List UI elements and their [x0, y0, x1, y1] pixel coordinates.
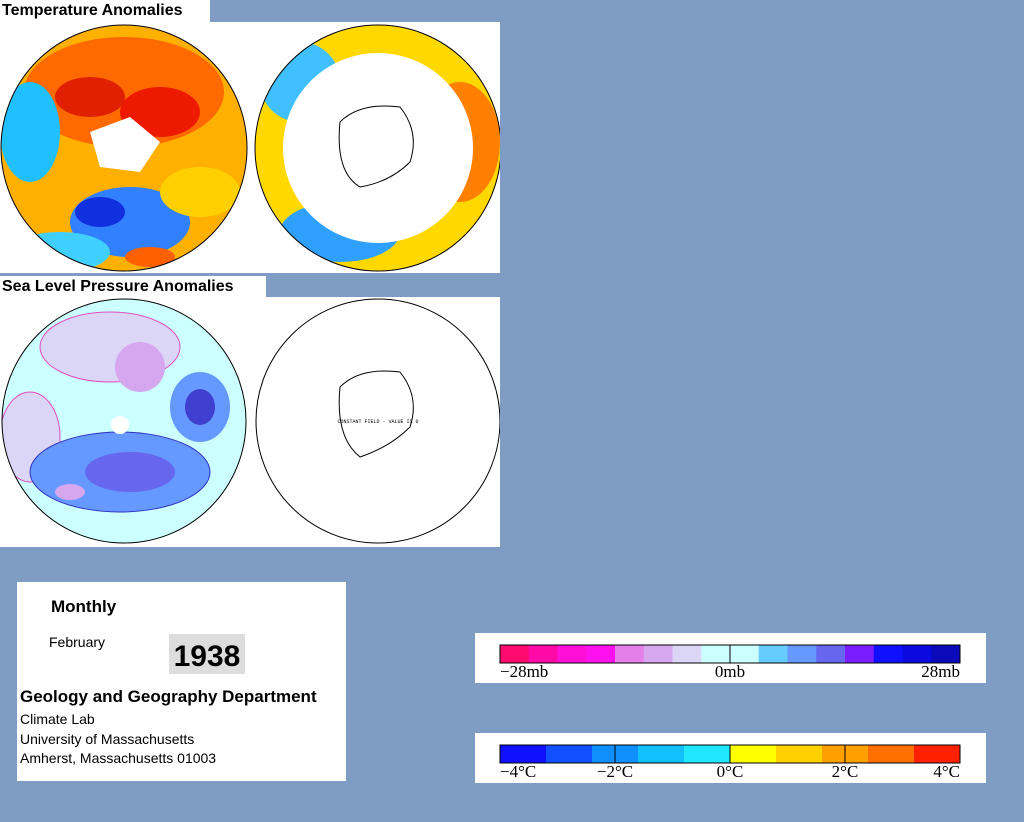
- swatch: [914, 745, 961, 763]
- swatch: [557, 645, 587, 663]
- swatch: [684, 745, 731, 763]
- month: February: [49, 634, 106, 650]
- swatch: [643, 645, 673, 663]
- panel-title: Sea Level Pressure Anomalies: [0, 276, 266, 298]
- temperature-colorbar: −4°C −2°C 0°C 2°C 4°C: [475, 733, 986, 783]
- swatch: [546, 745, 593, 763]
- swatch: [615, 645, 645, 663]
- swatch: [902, 645, 932, 663]
- nh-temperature: [1, 25, 247, 271]
- scale-label: −4°C: [500, 762, 536, 781]
- swatch: [873, 645, 903, 663]
- pressure-colorbar: −28mb 0mb 28mb: [475, 633, 986, 683]
- swatch: [730, 645, 760, 663]
- swatch: [758, 645, 788, 663]
- address-line: Climate Lab: [20, 711, 95, 727]
- period: Monthly: [51, 597, 117, 616]
- scale-label: 0°C: [717, 762, 744, 781]
- swatch: [528, 645, 558, 663]
- swatch: [868, 745, 915, 763]
- address-line: Amherst, Massachusetts 01003: [20, 750, 217, 766]
- nh-pressure: [2, 299, 246, 543]
- swatch: [931, 645, 961, 663]
- scale-label: 2°C: [832, 762, 859, 781]
- swatch: [816, 645, 846, 663]
- department: Geology and Geography Department: [20, 687, 317, 706]
- scale-label: 28mb: [921, 662, 960, 681]
- swatch: [730, 745, 777, 763]
- swatch: [845, 645, 875, 663]
- constant-note: CONSTANT FIELD - VALUE IS 0: [337, 419, 418, 425]
- year: 1938: [169, 634, 245, 674]
- scale-label: 4°C: [933, 762, 960, 781]
- swatch: [776, 745, 823, 763]
- swatch: [500, 745, 547, 763]
- swatch: [701, 645, 731, 663]
- swatch: [500, 645, 530, 663]
- pressure-maps: CONSTANT FIELD - VALUE IS 0: [0, 297, 501, 547]
- swatch: [586, 645, 616, 663]
- sh-temperature: [255, 25, 500, 271]
- address-line: University of Massachusetts: [20, 731, 195, 747]
- maps: [0, 24, 502, 272]
- scale-label: −2°C: [597, 762, 633, 781]
- swatch: [787, 645, 817, 663]
- scale-label: 0mb: [715, 662, 745, 681]
- panel-title: Temperature Anomalies: [0, 0, 210, 22]
- maps: CONSTANT FIELD - VALUE IS 0: [1, 298, 501, 544]
- temperature-maps: [0, 22, 502, 273]
- swatch: [672, 645, 702, 663]
- swatch: [638, 745, 685, 763]
- scale-label: −28mb: [500, 662, 548, 681]
- info-box: Monthly February 1938 Geology and Geogra…: [17, 582, 346, 781]
